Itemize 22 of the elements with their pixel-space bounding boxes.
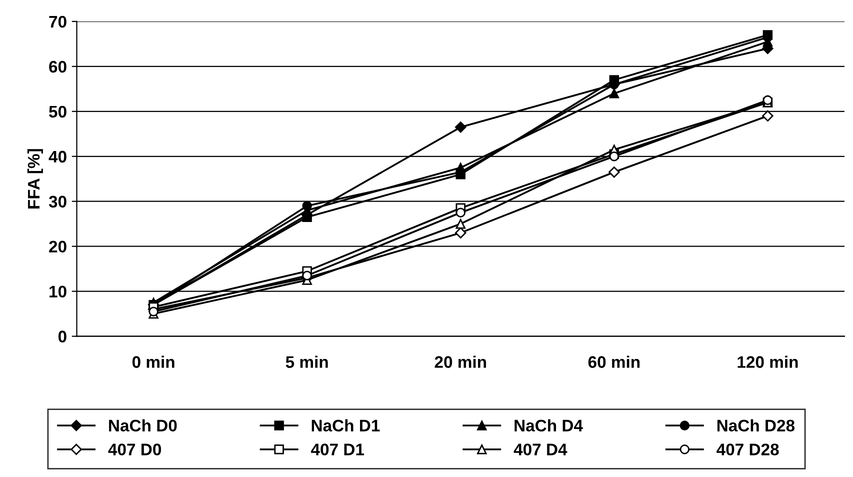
legend-label: NaCh D0 (109, 419, 177, 432)
legend-label: NaCh D4 (514, 419, 583, 432)
y-axis-title: FFA [%] (27, 149, 43, 208)
y-tick-label: 70 (49, 16, 66, 28)
x-tick-label: 0 min (132, 356, 174, 368)
legend-label: NaCh D28 (717, 419, 795, 432)
x-tick-label: 5 min (286, 356, 328, 368)
y-tick-label: 40 (48, 150, 66, 163)
x-tick-label: 20 min (434, 356, 486, 368)
y-tick-label: 10 (50, 286, 66, 298)
x-tick-label: 120 min (738, 356, 798, 368)
y-tick-label: 60 (49, 60, 66, 73)
x-tick-label: 60 min (588, 356, 640, 368)
legend-label: 407 D4 (514, 444, 568, 456)
y-tick-label: 50 (49, 106, 66, 118)
y-tick-label: 20 (49, 240, 66, 253)
legend-label: 407 D1 (310, 444, 364, 456)
legend-label: 407 D28 (716, 444, 779, 456)
y-tick-label: 0 (58, 330, 66, 342)
legend-label: NaCh D1 (312, 419, 380, 432)
y-tick-label: 30 (48, 196, 66, 208)
legend-label: 407 D0 (108, 444, 162, 456)
